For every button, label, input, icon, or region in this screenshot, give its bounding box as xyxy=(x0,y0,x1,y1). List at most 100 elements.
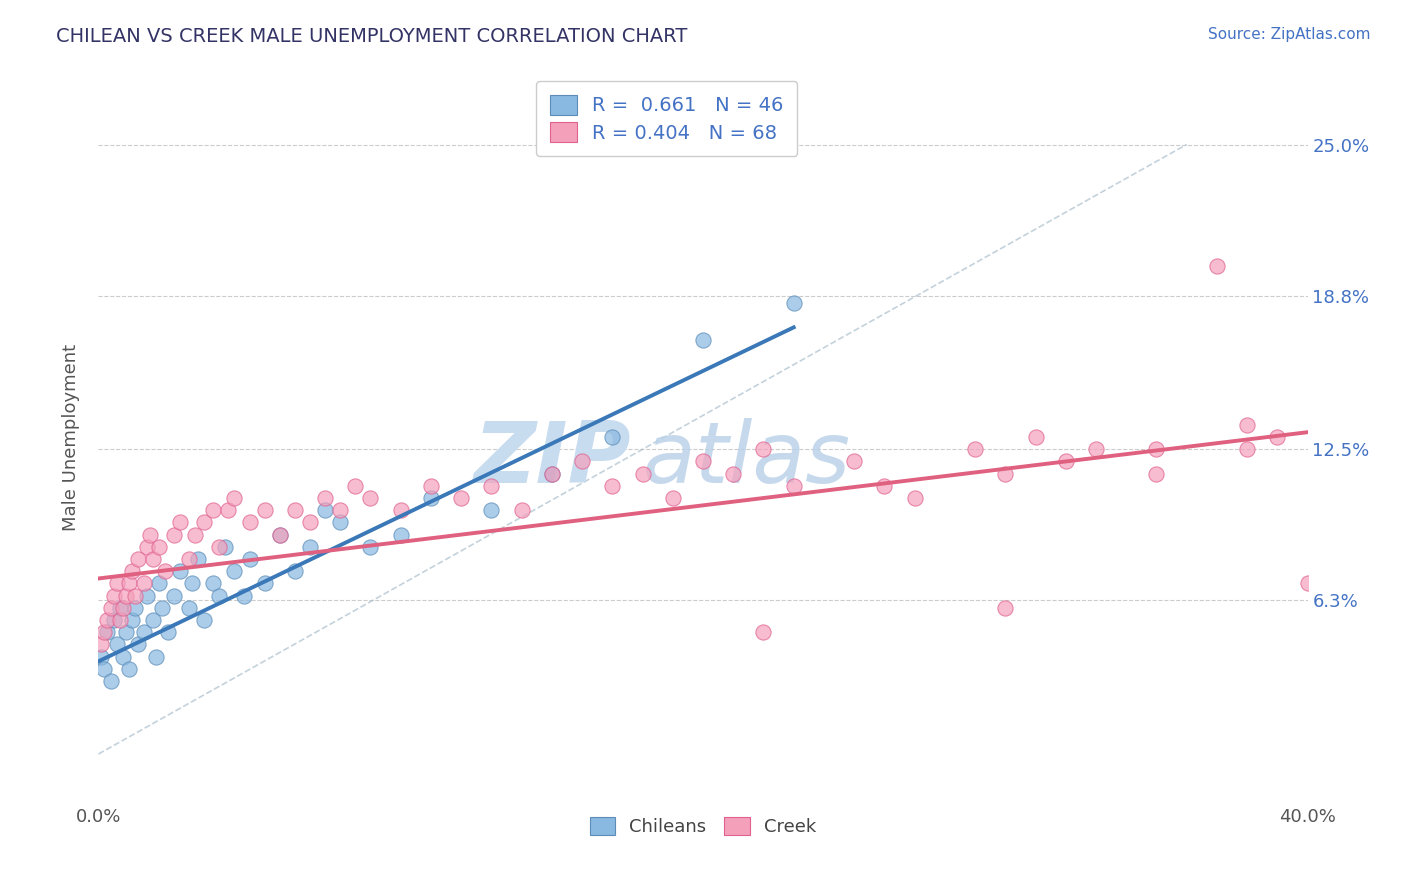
Point xyxy=(139,527,162,541)
Point xyxy=(481,479,503,493)
Point xyxy=(965,442,987,457)
Point xyxy=(692,454,714,468)
Text: CHILEAN VS CREEK MALE UNEMPLOYMENT CORRELATION CHART: CHILEAN VS CREEK MALE UNEMPLOYMENT CORRE… xyxy=(56,27,688,45)
Point xyxy=(602,479,624,493)
Point xyxy=(661,491,683,505)
Point xyxy=(314,503,336,517)
Point xyxy=(179,552,201,566)
Point xyxy=(510,503,533,517)
Point xyxy=(692,333,714,347)
Point xyxy=(253,576,276,591)
Text: atlas: atlas xyxy=(643,417,851,500)
Point xyxy=(783,479,806,493)
Point xyxy=(994,600,1017,615)
Point xyxy=(114,625,136,640)
Point xyxy=(148,576,170,591)
Point xyxy=(111,600,134,615)
Point xyxy=(127,552,149,566)
Point xyxy=(904,491,927,505)
Point xyxy=(540,467,562,481)
Point xyxy=(214,540,236,554)
Point xyxy=(217,503,239,517)
Point xyxy=(1236,442,1258,457)
Point xyxy=(103,613,125,627)
Point xyxy=(1267,430,1289,444)
Y-axis label: Male Unemployment: Male Unemployment xyxy=(62,343,80,531)
Point xyxy=(873,479,896,493)
Point xyxy=(299,516,322,530)
Point xyxy=(208,589,231,603)
Point xyxy=(723,467,745,481)
Point xyxy=(153,564,176,578)
Point xyxy=(314,491,336,505)
Point xyxy=(148,540,170,554)
Point xyxy=(284,564,307,578)
Point xyxy=(202,503,225,517)
Point xyxy=(1024,430,1046,444)
Point xyxy=(208,540,231,554)
Point xyxy=(232,589,254,603)
Point xyxy=(239,552,262,566)
Legend: Chileans, Creek: Chileans, Creek xyxy=(581,807,825,845)
Point xyxy=(783,296,806,310)
Point xyxy=(108,613,131,627)
Point xyxy=(1144,467,1167,481)
Point xyxy=(1054,454,1077,468)
Point xyxy=(631,467,654,481)
Point xyxy=(1296,576,1319,591)
Point xyxy=(100,600,122,615)
Point xyxy=(299,540,322,554)
Point xyxy=(96,625,118,640)
Point xyxy=(132,625,155,640)
Point xyxy=(389,503,412,517)
Point xyxy=(329,516,352,530)
Point xyxy=(360,491,382,505)
Point xyxy=(121,613,143,627)
Point xyxy=(481,503,503,517)
Point xyxy=(284,503,307,517)
Point xyxy=(142,552,165,566)
Point xyxy=(90,649,112,664)
Point xyxy=(93,662,115,676)
Point xyxy=(132,576,155,591)
Point xyxy=(124,589,146,603)
Point xyxy=(118,662,141,676)
Point xyxy=(752,625,775,640)
Point xyxy=(344,479,367,493)
Point xyxy=(184,527,207,541)
Point xyxy=(169,564,191,578)
Text: Source: ZipAtlas.com: Source: ZipAtlas.com xyxy=(1208,27,1371,42)
Point xyxy=(389,527,412,541)
Point xyxy=(114,589,136,603)
Point xyxy=(111,649,134,664)
Point xyxy=(994,467,1017,481)
Point xyxy=(163,589,186,603)
Point xyxy=(269,527,291,541)
Point xyxy=(202,576,225,591)
Point xyxy=(571,454,593,468)
Point xyxy=(420,479,443,493)
Point xyxy=(239,516,262,530)
Point xyxy=(150,600,173,615)
Point xyxy=(103,589,125,603)
Point xyxy=(96,613,118,627)
Point xyxy=(135,589,157,603)
Point xyxy=(1085,442,1108,457)
Point xyxy=(156,625,179,640)
Point xyxy=(224,491,246,505)
Point xyxy=(193,516,215,530)
Point xyxy=(105,576,128,591)
Point xyxy=(1236,417,1258,432)
Point xyxy=(360,540,382,554)
Point xyxy=(193,613,215,627)
Point xyxy=(187,552,209,566)
Point xyxy=(844,454,866,468)
Point xyxy=(181,576,204,591)
Point xyxy=(1206,260,1229,274)
Point xyxy=(124,600,146,615)
Point xyxy=(145,649,167,664)
Point xyxy=(1144,442,1167,457)
Point xyxy=(602,430,624,444)
Point xyxy=(121,564,143,578)
Point xyxy=(224,564,246,578)
